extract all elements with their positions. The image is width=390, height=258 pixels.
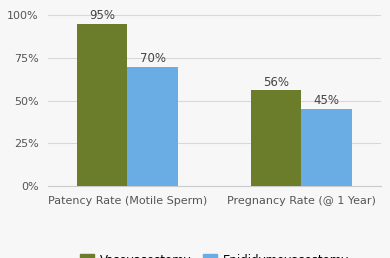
Legend: Vasovasostomy, Epididymovasostomy: Vasovasostomy, Epididymovasostomy	[75, 249, 354, 258]
Bar	[77, 24, 128, 186]
Text: 45%: 45%	[314, 94, 340, 107]
Text: 95%: 95%	[89, 9, 115, 22]
Bar	[301, 109, 352, 186]
Text: 70%: 70%	[140, 52, 166, 65]
Bar	[128, 67, 178, 186]
Bar	[251, 90, 301, 186]
Text: 56%: 56%	[263, 76, 289, 89]
